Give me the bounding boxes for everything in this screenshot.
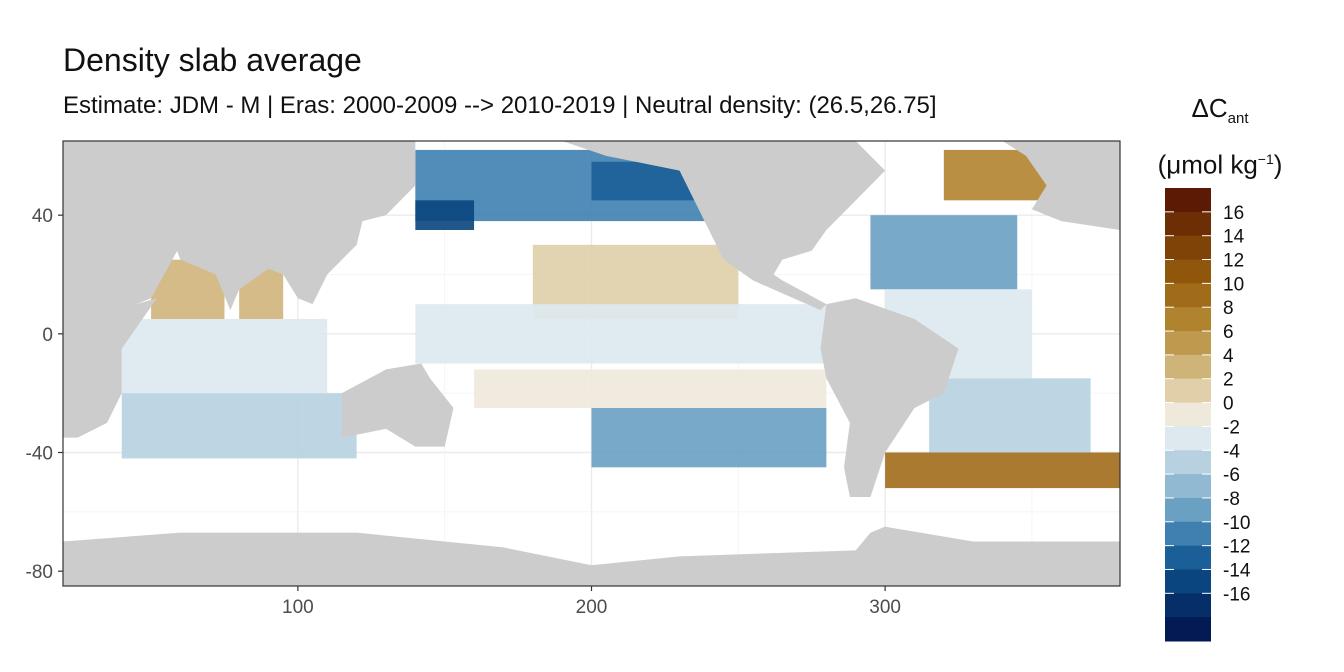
region-north-atlantic-subtropics [870,215,1018,290]
colorbar-segment [1165,569,1211,594]
colorbar-label: -6 [1223,465,1240,486]
colorbar-segment [1165,378,1211,404]
colorbar-label: -14 [1223,560,1251,581]
antarctica-landmass [63,526,1120,586]
region-south-atlantic [929,378,1091,453]
colorbar-segment [1165,617,1211,642]
colorbar-segment [1165,354,1211,380]
colorbar-segment [1165,521,1211,547]
y-axis: 40 0 -40 -80 [26,206,63,583]
x-tick-label: 300 [869,597,901,618]
colorbar-segment [1165,426,1211,451]
colorbar [1165,188,1211,642]
colorbar-segment [1165,259,1211,284]
europe-landmass [1002,141,1120,230]
colorbar-segment [1165,545,1211,570]
x-tick-label: 100 [282,597,314,618]
y-tick-label: 40 [32,206,53,227]
region-south-pacific-central [474,369,827,408]
x-axis: 100 200 300 [282,586,901,618]
region-south-pacific [591,408,827,468]
legend-title-subscript: ant [1227,110,1249,128]
legend-title-symbol: ΔC [1191,93,1228,123]
chart-title: Density slab average [63,42,362,78]
colorbar-segment [1165,450,1211,475]
x-tick-label: 200 [576,597,608,618]
colorbar-segment [1165,235,1211,261]
region-kuroshio [415,200,475,230]
colorbar-label: 16 [1223,203,1244,224]
colorbar-segment [1165,402,1211,427]
colorbar-label: 8 [1223,298,1234,319]
colorbar-label: 6 [1223,322,1234,343]
north-america-landmass [562,141,886,311]
colorbar-label: -8 [1223,489,1240,510]
colorbar-segment [1165,497,1211,523]
colorbar-segment [1165,593,1211,618]
colorbar-segment [1165,331,1211,356]
africa-landmass [63,141,181,438]
colorbar-label: -4 [1223,441,1240,462]
region-equatorial-pacific [415,304,827,364]
colorbar-label: 2 [1223,370,1234,391]
region-indian-ocean-tropics [121,319,328,394]
colorbar-label: -10 [1223,513,1250,534]
south-america-landmass [820,298,959,497]
land-mask [63,141,1120,586]
colorbar-label: 10 [1223,274,1244,295]
colorbar-label: -12 [1223,537,1250,558]
region-indian-ocean-south [121,393,357,459]
colorbar-segment [1165,283,1211,308]
colorbar-label: 0 [1223,394,1234,415]
colorbar-segment [1165,188,1211,213]
colorbar-label: -16 [1223,584,1250,605]
colorbar-label: 12 [1223,251,1244,272]
colorbar-segment [1165,474,1211,499]
colorbar-label: -2 [1223,417,1240,438]
legend-unit-sup: −1 [1257,151,1274,168]
colorbar-label: 14 [1223,227,1245,248]
y-tick-label: -80 [26,562,53,583]
y-tick-label: 0 [42,325,53,346]
region-argentine-basin [885,452,1120,489]
colorbar-segment [1165,211,1211,237]
colorbar-segment [1165,307,1211,332]
colorbar-label: 4 [1223,346,1234,367]
chart-subtitle: Estimate: JDM - M | Eras: 2000-2009 --> … [63,92,937,119]
legend-title: ΔCant (μmol kg−1) [1150,88,1290,185]
y-tick-label: -40 [26,444,53,465]
legend-unit-open: (μmol kg [1157,149,1258,180]
legend-unit-close: ) [1273,149,1283,180]
australia-landmass [341,363,454,447]
asia-landmass [174,141,416,311]
